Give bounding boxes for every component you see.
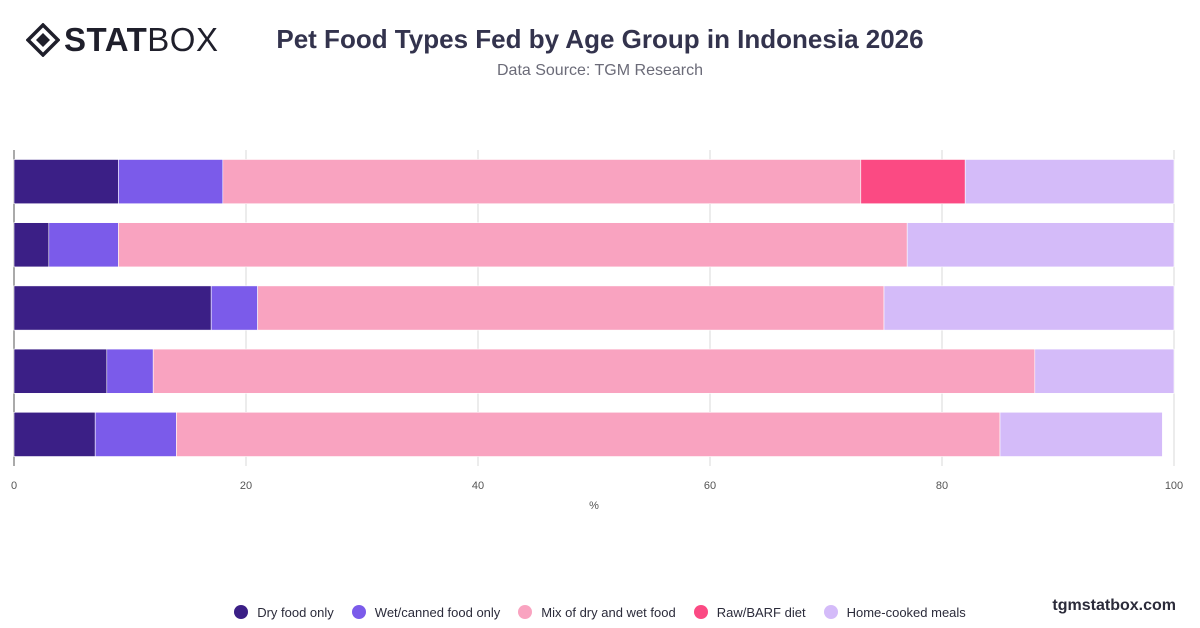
chart-subtitle: Data Source: TGM Research [496,62,703,79]
bar-segment-dry-food-only[interactable] [13,285,212,331]
bar-segment-mix-of-dry-and-wet-food[interactable] [257,285,885,331]
bars [13,159,1175,457]
logo-wordmark: STATBOX [64,21,219,58]
bar-segment-wet-canned-food-only[interactable] [48,222,119,268]
bar-segment-wet-canned-food-only[interactable] [118,159,224,205]
legend-swatch [823,605,838,619]
bar-segment-home-cooked-meals[interactable] [964,159,1175,205]
bar-segment-dry-food-only[interactable] [13,411,96,457]
bar-segment-mix-of-dry-and-wet-food[interactable] [222,159,862,205]
bar-segment-home-cooked-meals[interactable] [1034,348,1175,394]
legend-swatch [518,605,533,619]
legend-swatch [351,605,366,619]
bar-segment-dry-food-only[interactable] [13,159,119,205]
legend-item[interactable]: Mix of dry and wet food [518,604,676,620]
bar-segment-mix-of-dry-and-wet-food[interactable] [176,411,1001,457]
legend-label: Wet/canned food only [374,604,501,620]
bar-segment-home-cooked-meals[interactable] [883,285,1175,331]
bar-segment-wet-canned-food-only[interactable] [210,285,258,331]
x-tick-label: 20 [240,480,252,492]
legend-label: Dry food only [257,604,334,620]
legend-swatch [234,605,249,619]
chart-legend: Dry food only Wet/canned food only Mix of … [0,602,1200,622]
x-axis-label: % [589,500,599,512]
legend-label: Mix of dry and wet food [541,604,676,620]
x-tick-label: 80 [936,480,948,492]
bar-segment-dry-food-only[interactable] [13,222,50,268]
legend-label: Raw/BARF diet [716,604,806,620]
bar-segment-mix-of-dry-and-wet-food[interactable] [152,348,1036,394]
statbox-logo: STATBOX [26,22,218,58]
legend-item[interactable]: Raw/BARF diet [693,604,806,620]
bar-segment-home-cooked-meals[interactable] [906,222,1175,268]
legend-item[interactable]: Dry food only [234,605,334,620]
bar-segment-raw-barf-diet[interactable] [860,159,966,205]
legend-item[interactable]: Wet/canned food only [351,604,501,620]
bar-segment-dry-food-only[interactable] [13,348,108,394]
x-axis: 0 20 40 60 80 100% [11,480,1183,512]
legend-item[interactable]: Home-cooked meals [823,604,966,620]
watermark: tgmstatbox.com [1052,597,1176,614]
chart-title: Pet Food Types Fed by Age Group in Indon… [276,24,924,54]
bar-segment-home-cooked-meals[interactable] [999,411,1163,457]
bar-segment-mix-of-dry-and-wet-food[interactable] [118,222,908,268]
x-tick-label: 0 [11,480,17,492]
x-tick-label: 40 [472,480,484,492]
bar-segment-wet-canned-food-only[interactable] [106,348,154,394]
legend-label: Home-cooked meals [846,604,966,620]
diamond-logo-icon [26,23,60,57]
bar-segment-wet-canned-food-only[interactable] [94,411,177,457]
x-tick-label: 60 [704,480,716,492]
x-tick-label: 100 [1165,480,1183,492]
legend-swatch [693,605,708,619]
